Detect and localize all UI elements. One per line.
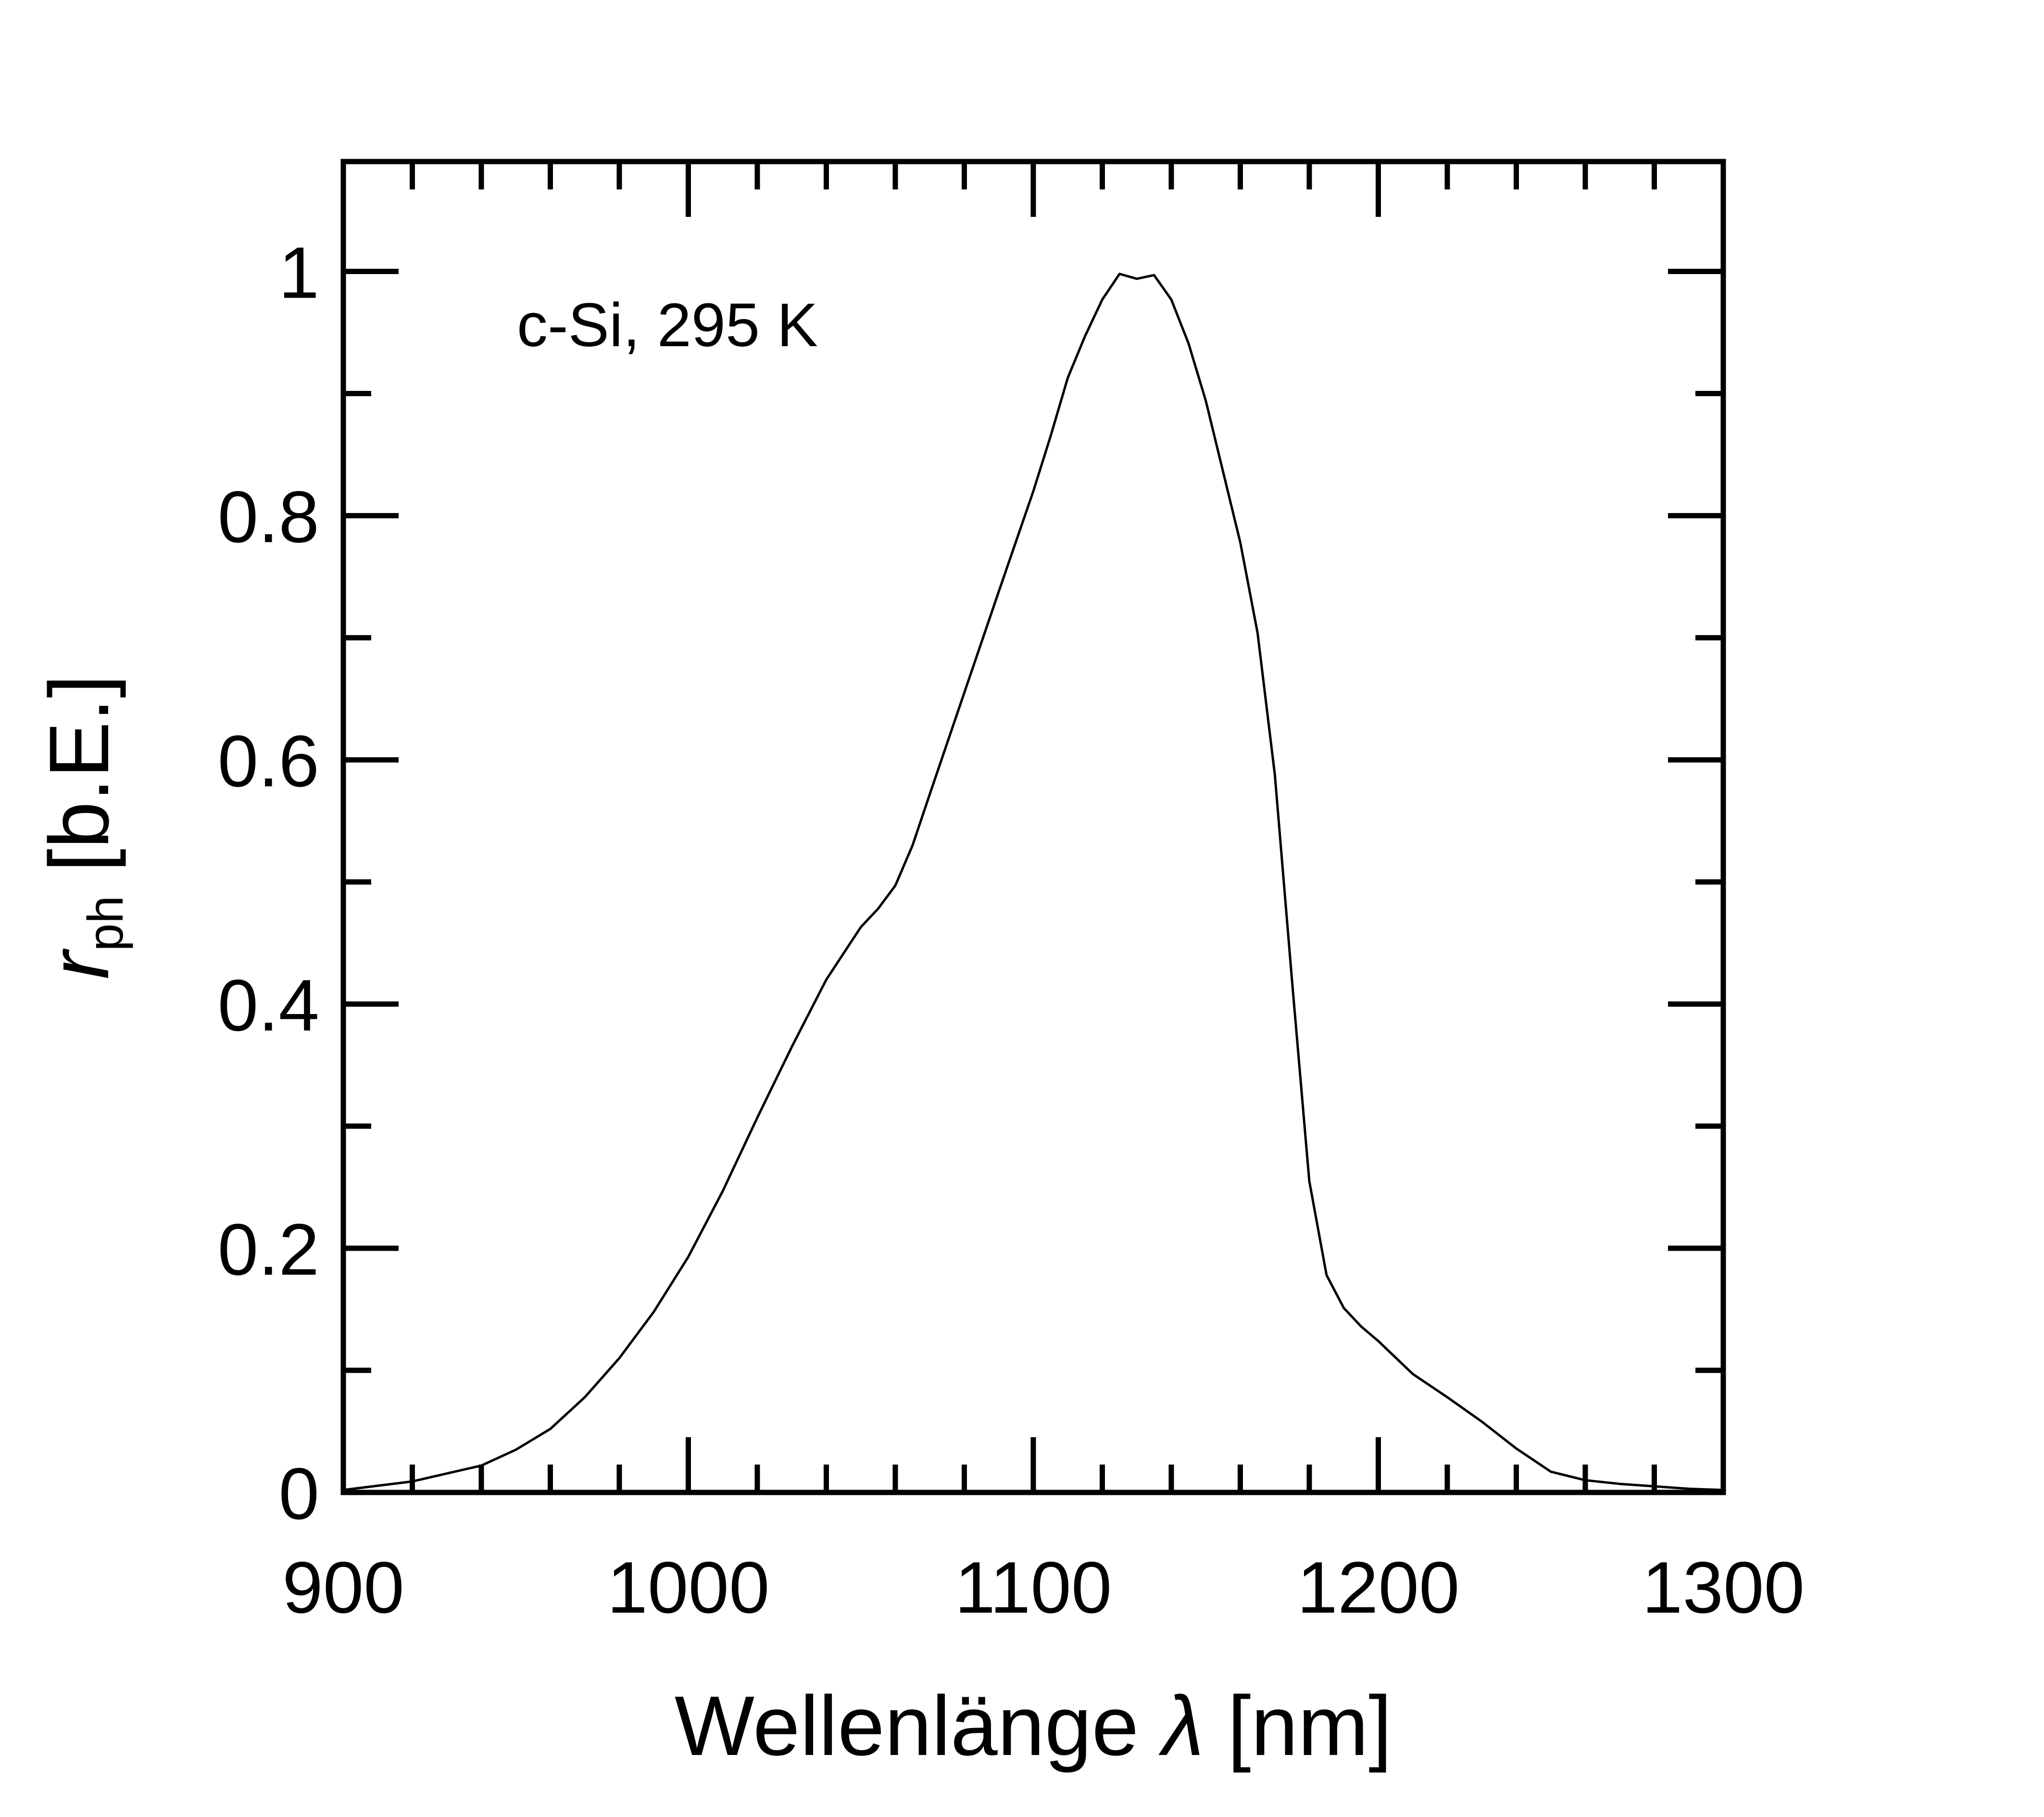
y-axis-label-subscript: ph [78,896,134,952]
x-tick-label: 1100 [955,1547,1112,1629]
y-tick-label: 0.4 [218,965,319,1046]
x-axis-label: Wellenlänge λ [nm] [675,1679,1392,1773]
x-tick-label: 1000 [607,1547,769,1629]
y-axis-label-symbol: r [32,948,126,979]
y-tick-labels: 0 0.2 0.4 0.6 0.8 1 [218,232,319,1535]
plot-frame [340,159,1726,1495]
x-tick-label: 1200 [1297,1547,1459,1629]
y-tick-label: 0.8 [218,476,319,558]
x-tick-labels: 900 1000 1100 1200 1300 [282,1547,1805,1629]
series-line [343,273,1724,1491]
x-axis-label-symbol: λ [1158,1679,1204,1773]
y-tick-label: 0.2 [218,1209,319,1291]
y-tick-label: 0.6 [218,720,319,802]
x-tick-label: 900 [282,1547,404,1629]
y-axis-label: rph [b.E.] [32,675,134,979]
annotation-label: c-Si, 295 K [517,291,818,360]
tick-marks [343,162,1723,1492]
x-axis-label-unit: [nm] [1204,1679,1392,1773]
x-axis-label-main: Wellenlänge [675,1679,1162,1773]
x-tick-label: 1300 [1642,1547,1805,1629]
y-axis-label-unit: [b.E.] [32,675,126,896]
y-tick-label: 0 [278,1453,319,1535]
y-tick-label: 1 [278,232,319,314]
